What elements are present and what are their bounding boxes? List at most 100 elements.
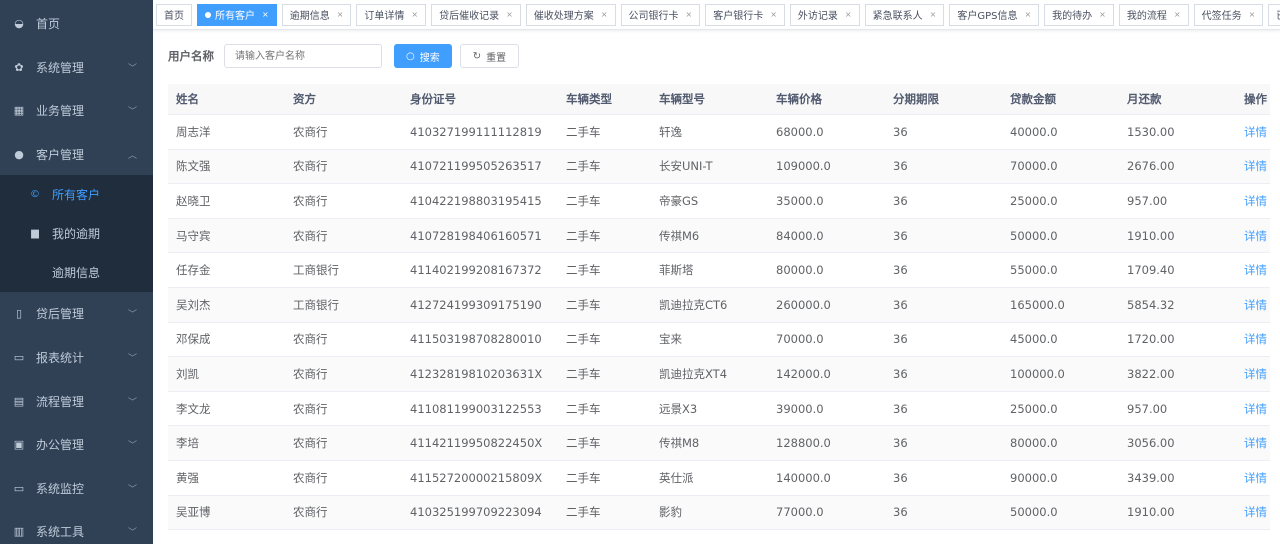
- table-cell: 410728198406160571: [410, 228, 542, 243]
- sidebar-item[interactable]: ▯ 贷后管理 ﹀: [0, 292, 153, 335]
- sidebar-item[interactable]: ◒ 首页: [0, 2, 153, 45]
- tab[interactable]: 客户GPS信息 ×: [949, 3, 1040, 26]
- table-cell: 传祺M8: [659, 436, 700, 451]
- table-cell: 二手车: [566, 436, 601, 451]
- details-link[interactable]: 详情: [1244, 263, 1267, 278]
- tab[interactable]: 客户银行卡 ×: [705, 3, 785, 26]
- table-cell: 36: [893, 470, 908, 485]
- table-cell: 远景X3: [659, 401, 698, 416]
- close-icon[interactable]: ×: [600, 10, 608, 19]
- tab[interactable]: 我的待办 ×: [1044, 3, 1114, 26]
- details-link[interactable]: 详情: [1244, 332, 1267, 347]
- close-icon[interactable]: ×: [1173, 10, 1181, 19]
- table-cell: 109000.0: [776, 159, 831, 174]
- table-cell: 农商行: [293, 401, 328, 416]
- gear-icon: ✿: [14, 61, 24, 74]
- tab[interactable]: 已办任务×: [1268, 3, 1280, 26]
- sidebar-item[interactable]: ▦ 业务管理 ﹀: [0, 89, 153, 132]
- submenu-item[interactable]: ▆ 我的逾期: [0, 214, 153, 253]
- tab[interactable]: 我的流程 ×: [1118, 3, 1189, 26]
- tab[interactable]: 首页: [156, 3, 192, 26]
- table-cell: 142000.0: [776, 366, 831, 381]
- tab[interactable]: 贷后催收记录 ×: [431, 3, 521, 26]
- table-cell: 轩逸: [659, 124, 682, 139]
- table-cell: 36: [893, 263, 908, 278]
- sidebar-item[interactable]: ▭ 报表统计 ﹀: [0, 336, 153, 379]
- close-icon[interactable]: ×: [770, 10, 777, 19]
- details-link[interactable]: 详情: [1244, 228, 1267, 243]
- close-icon[interactable]: ×: [685, 10, 693, 19]
- reset-button[interactable]: ↻ 重置: [459, 44, 520, 68]
- details-link[interactable]: 详情: [1244, 366, 1267, 381]
- tab[interactable]: 催收处理方案 ×: [525, 3, 616, 26]
- details-link[interactable]: 详情: [1244, 124, 1267, 139]
- details-link[interactable]: 详情: [1244, 297, 1267, 312]
- table-cell: 36: [893, 228, 908, 243]
- table-cell: 50000.0: [1010, 228, 1058, 243]
- table-cell: 吴亚博: [176, 505, 211, 520]
- submenu-item[interactable]: 逾期信息: [0, 253, 153, 292]
- close-icon[interactable]: ×: [1248, 10, 1256, 19]
- tab[interactable]: 订单详情 ×: [356, 3, 427, 26]
- username-input[interactable]: [224, 44, 382, 68]
- table-row: 刘凯 农商行 41232819810203631X 二手车 凯迪拉克XT4 142000.…: [168, 357, 1270, 392]
- details-link[interactable]: 详情: [1244, 401, 1267, 416]
- details-link[interactable]: 详情: [1244, 470, 1267, 485]
- table-cell: 二手车: [566, 505, 601, 520]
- sidebar-item[interactable]: ✿ 系统管理 ﹀: [0, 46, 153, 89]
- tab[interactable]: 逾期信息 ×: [281, 3, 352, 26]
- tab[interactable]: 代签任务 ×: [1193, 3, 1264, 26]
- table-cell: 赵晓卫: [176, 193, 211, 208]
- close-icon[interactable]: ×: [1024, 10, 1032, 19]
- tab[interactable]: 所有客户 ×: [197, 3, 277, 26]
- tab-label: 代签任务: [1201, 11, 1242, 22]
- details-link[interactable]: 详情: [1244, 505, 1267, 520]
- table-cell: 5854.32: [1127, 297, 1175, 312]
- table-cell: 传祺M6: [659, 228, 700, 243]
- column-header: 姓名: [176, 92, 199, 106]
- sidebar-item-label: 首页: [36, 17, 61, 31]
- close-icon[interactable]: ×: [336, 10, 344, 19]
- table-cell: 二手车: [566, 366, 601, 381]
- sidebar-item[interactable]: ▭ 系统监控 ﹀: [0, 467, 153, 510]
- table-row: 黄强 农商行 41152720000215809X 二手车 英仕派 140000.0 36 9…: [168, 461, 1270, 496]
- sidebar-item[interactable]: ▤ 流程管理 ﹀: [0, 380, 153, 423]
- close-icon[interactable]: ×: [929, 10, 937, 19]
- office-icon: ▣: [13, 438, 25, 451]
- close-icon[interactable]: ×: [411, 10, 419, 19]
- table-cell: 二手车: [566, 297, 601, 312]
- document-icon: ▆: [31, 228, 39, 239]
- details-link[interactable]: 详情: [1244, 193, 1267, 208]
- details-link[interactable]: 详情: [1244, 436, 1267, 451]
- user-icon: ●: [14, 148, 24, 161]
- close-icon[interactable]: ×: [844, 10, 852, 19]
- tab-label: 客户银行卡: [713, 11, 764, 22]
- table-cell: 140000.0: [776, 470, 831, 485]
- sidebar-item-label: 客户管理: [36, 148, 85, 162]
- table-cell: 957.00: [1127, 193, 1168, 208]
- tab-label: 逾期信息: [289, 11, 330, 22]
- table-cell: 40000.0: [1010, 124, 1058, 139]
- tab[interactable]: 外访记录 ×: [789, 3, 860, 26]
- submenu-item[interactable]: © 所有客户: [0, 175, 153, 214]
- search-button[interactable]: ○ 搜索: [394, 44, 452, 68]
- tab[interactable]: 紧急联系人 ×: [864, 3, 945, 26]
- table-cell: 70000.0: [1010, 159, 1058, 174]
- sidebar-item[interactable]: ▣ 办公管理 ﹀: [0, 423, 153, 466]
- sidebar-item-label: 办公管理: [36, 438, 85, 452]
- sidebar-item[interactable]: ● 客户管理 ︿: [0, 133, 153, 176]
- close-icon[interactable]: ×: [506, 10, 513, 19]
- table-cell: 二手车: [566, 470, 601, 485]
- close-icon[interactable]: ×: [1099, 10, 1106, 19]
- table-cell: 410422198803195415: [410, 193, 542, 208]
- table-row: 赵晓卫 农商行 410422198803195415 二手车 帝豪GS 35000.0 36…: [168, 184, 1270, 219]
- tab[interactable]: 公司银行卡 ×: [620, 3, 701, 26]
- sidebar-item[interactable]: ▥ 系统工具 ﹀: [0, 510, 153, 553]
- close-icon[interactable]: ×: [262, 10, 269, 19]
- table-cell: 二手车: [566, 124, 601, 139]
- table-cell: 45000.0: [1010, 332, 1058, 347]
- details-link[interactable]: 详情: [1244, 159, 1267, 174]
- monitor-icon: ▭: [13, 351, 25, 364]
- table-cell: 80000.0: [1010, 436, 1058, 451]
- table-cell: 二手车: [566, 401, 601, 416]
